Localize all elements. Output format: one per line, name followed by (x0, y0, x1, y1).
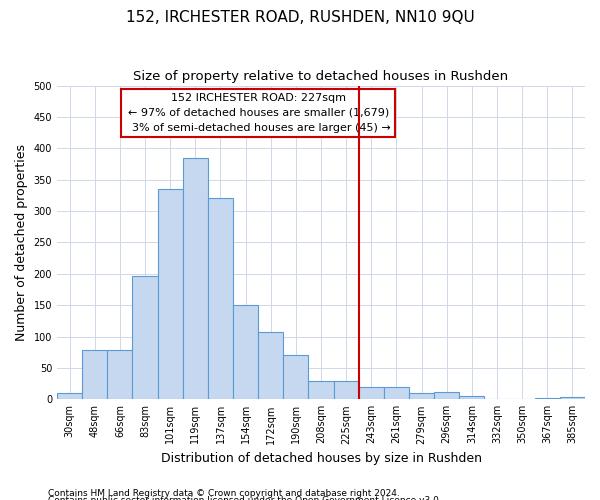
Text: 152 IRCHESTER ROAD: 227sqm  
← 97% of detached houses are smaller (1,679)
  3% o: 152 IRCHESTER ROAD: 227sqm ← 97% of deta… (125, 93, 391, 132)
Title: Size of property relative to detached houses in Rushden: Size of property relative to detached ho… (133, 70, 509, 83)
Y-axis label: Number of detached properties: Number of detached properties (15, 144, 28, 341)
Bar (233, 305, 258, 400)
Bar (107, 350, 133, 400)
Bar (208, 198, 233, 400)
Bar (434, 392, 459, 400)
Text: Contains public sector information licensed under the Open Government Licence v3: Contains public sector information licen… (48, 496, 442, 500)
Bar (308, 381, 334, 400)
Bar (82, 350, 107, 400)
Bar (560, 398, 585, 400)
Bar (283, 356, 308, 400)
Bar (183, 158, 208, 400)
Bar (158, 189, 183, 400)
Bar (359, 387, 384, 400)
X-axis label: Distribution of detached houses by size in Rushden: Distribution of detached houses by size … (161, 452, 482, 465)
Text: Contains HM Land Registry data © Crown copyright and database right 2024.: Contains HM Land Registry data © Crown c… (48, 488, 400, 498)
Bar (535, 398, 560, 400)
Bar (334, 381, 359, 400)
Text: 152, IRCHESTER ROAD, RUSHDEN, NN10 9QU: 152, IRCHESTER ROAD, RUSHDEN, NN10 9QU (125, 10, 475, 25)
Bar (258, 332, 283, 400)
Bar (384, 387, 409, 400)
Bar (133, 276, 158, 400)
Bar (57, 393, 82, 400)
Bar (459, 396, 484, 400)
Bar (409, 393, 434, 400)
